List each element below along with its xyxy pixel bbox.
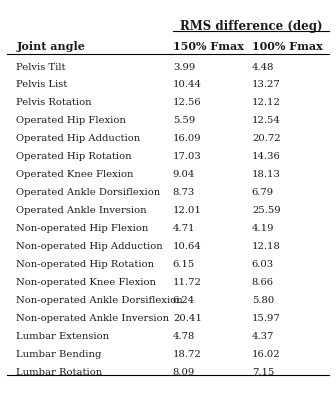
Text: Operated Knee Flexion: Operated Knee Flexion — [16, 170, 134, 179]
Text: 18.13: 18.13 — [252, 170, 281, 179]
Text: 12.01: 12.01 — [173, 206, 202, 215]
Text: 15.97: 15.97 — [252, 314, 281, 323]
Text: 7.15: 7.15 — [252, 368, 274, 377]
Text: RMS difference (deg): RMS difference (deg) — [180, 20, 322, 32]
Text: 16.02: 16.02 — [252, 350, 281, 359]
Text: 6.03: 6.03 — [252, 260, 274, 269]
Text: Lumbar Bending: Lumbar Bending — [16, 350, 102, 359]
Text: 6.79: 6.79 — [252, 188, 274, 197]
Text: 100% Fmax: 100% Fmax — [252, 41, 323, 52]
Text: 10.44: 10.44 — [173, 80, 202, 90]
Text: 12.54: 12.54 — [252, 116, 281, 126]
Text: Pelvis Tilt: Pelvis Tilt — [16, 62, 66, 72]
Text: Operated Hip Rotation: Operated Hip Rotation — [16, 152, 132, 161]
Text: 12.18: 12.18 — [252, 242, 281, 251]
Text: Non-operated Hip Flexion: Non-operated Hip Flexion — [16, 224, 149, 233]
Text: Non-operated Hip Rotation: Non-operated Hip Rotation — [16, 260, 155, 269]
Text: 12.56: 12.56 — [173, 98, 202, 108]
Text: Operated Ankle Inversion: Operated Ankle Inversion — [16, 206, 147, 215]
Text: 150% Fmax: 150% Fmax — [173, 41, 244, 52]
Text: Non-operated Ankle Inversion: Non-operated Ankle Inversion — [16, 314, 170, 323]
Text: 17.03: 17.03 — [173, 152, 202, 161]
Text: 5.59: 5.59 — [173, 116, 195, 126]
Text: 10.64: 10.64 — [173, 242, 202, 251]
Text: Joint angle: Joint angle — [16, 41, 85, 52]
Text: Operated Hip Flexion: Operated Hip Flexion — [16, 116, 126, 126]
Text: 3.99: 3.99 — [173, 62, 195, 72]
Text: Pelvis List: Pelvis List — [16, 80, 68, 90]
Text: 4.37: 4.37 — [252, 332, 274, 341]
Text: 6.15: 6.15 — [173, 260, 195, 269]
Text: Lumbar Extension: Lumbar Extension — [16, 332, 110, 341]
Text: 8.09: 8.09 — [173, 368, 195, 377]
Text: 25.59: 25.59 — [252, 206, 281, 215]
Text: Operated Hip Adduction: Operated Hip Adduction — [16, 134, 141, 143]
Text: 8.66: 8.66 — [252, 278, 274, 287]
Text: 20.72: 20.72 — [252, 134, 281, 143]
Text: 8.73: 8.73 — [173, 188, 195, 197]
Text: 6.24: 6.24 — [173, 296, 195, 305]
Text: Non-operated Knee Flexion: Non-operated Knee Flexion — [16, 278, 156, 287]
Text: Operated Ankle Dorsiflexion: Operated Ankle Dorsiflexion — [16, 188, 161, 197]
Text: Lumbar Rotation: Lumbar Rotation — [16, 368, 102, 377]
Text: Non-operated Hip Adduction: Non-operated Hip Adduction — [16, 242, 163, 251]
Text: Non-operated Ankle Dorsiflexion: Non-operated Ankle Dorsiflexion — [16, 296, 183, 305]
Text: 4.78: 4.78 — [173, 332, 195, 341]
Text: 5.80: 5.80 — [252, 296, 274, 305]
Text: 4.19: 4.19 — [252, 224, 275, 233]
Text: 4.48: 4.48 — [252, 62, 275, 72]
Text: 11.72: 11.72 — [173, 278, 202, 287]
Text: 13.27: 13.27 — [252, 80, 281, 90]
Text: 12.12: 12.12 — [252, 98, 281, 108]
Text: 16.09: 16.09 — [173, 134, 202, 143]
Text: 4.71: 4.71 — [173, 224, 195, 233]
Text: 20.41: 20.41 — [173, 314, 202, 323]
Text: 14.36: 14.36 — [252, 152, 281, 161]
Text: 18.72: 18.72 — [173, 350, 202, 359]
Text: Pelvis Rotation: Pelvis Rotation — [16, 98, 92, 108]
Text: 9.04: 9.04 — [173, 170, 195, 179]
